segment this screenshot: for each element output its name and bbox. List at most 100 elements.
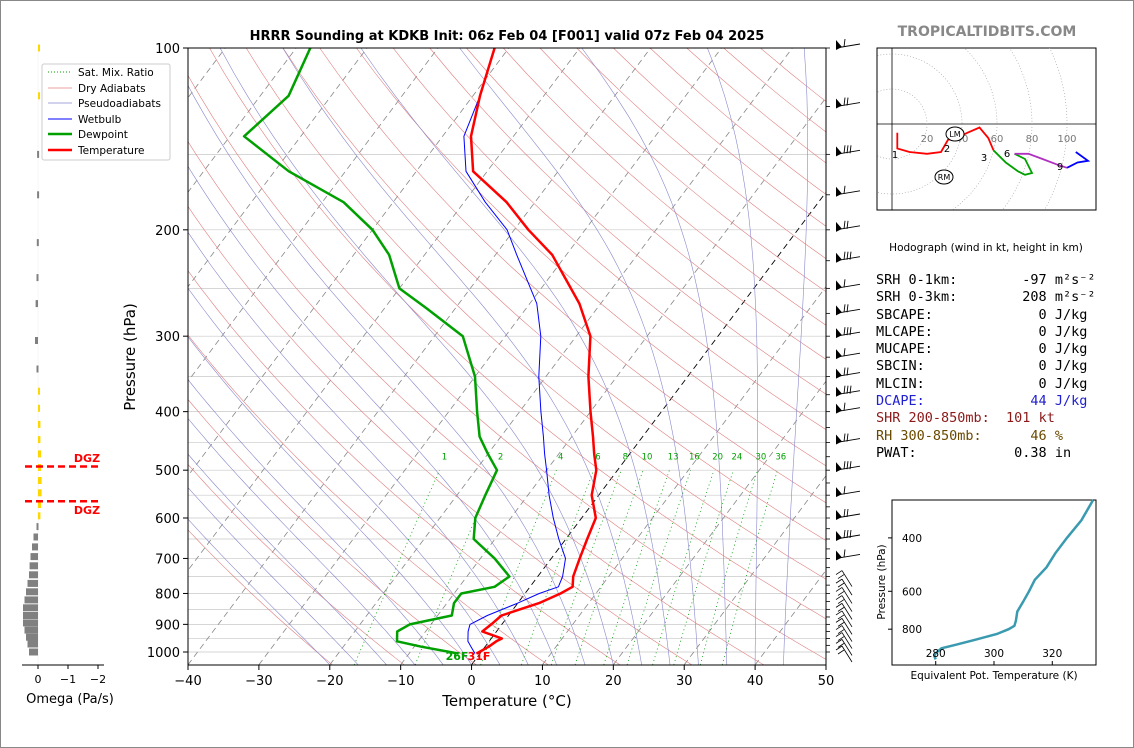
y-tick-label: 800 — [155, 587, 180, 602]
thetae-y-tick-label: 800 — [902, 624, 922, 636]
mixing-ratio-line — [574, 470, 644, 665]
y-tick-label: 200 — [155, 224, 180, 239]
chart-title: HRRR Sounding at KDKB Init: 06z Feb 04 [… — [250, 29, 765, 44]
moist-adiabat-line — [707, 48, 759, 665]
parameter-value: 0 — [997, 375, 1047, 392]
omega-panel: 0 −1 −2 — [22, 44, 106, 686]
parameter-row: PWAT: 0.38 in — [876, 445, 1095, 462]
wind-barb-icon — [835, 38, 861, 50]
mixing-ratio-label: 24 — [731, 452, 742, 462]
x-tick-label: −20 — [316, 674, 343, 689]
x-tick-label: 0 — [467, 674, 475, 689]
omega-bar — [26, 588, 38, 596]
parameter-unit: m²s⁻² — [1046, 289, 1096, 306]
x-tick-label: 10 — [534, 674, 551, 689]
omega-bar — [29, 571, 38, 579]
mixing-ratio-label: 30 — [755, 452, 766, 462]
wind-barb-icon — [835, 610, 853, 628]
skewt-frame — [187, 47, 827, 666]
isotherm-line — [188, 48, 368, 288]
parameter-value: 0 — [997, 306, 1047, 323]
moist-adiabat-line — [188, 336, 472, 665]
legend-wetbulb: Wetbulb — [78, 114, 122, 126]
omega-bar — [38, 501, 41, 508]
wind-barbs — [835, 38, 861, 663]
isotherm-line — [0, 48, 13, 665]
omega-bar — [37, 191, 40, 199]
omega-bar — [33, 533, 38, 541]
parameter-value: 44 — [997, 393, 1047, 410]
moist-adiabat-line — [188, 287, 501, 665]
y-tick-label: 300 — [155, 330, 180, 345]
parameter-label: SBCAPE: — [876, 306, 998, 323]
wind-barb-icon — [835, 145, 861, 157]
hodograph-ring-label: 100 — [1057, 134, 1076, 145]
dry-adiabat-line — [209, 48, 826, 620]
omega-bar — [24, 596, 38, 604]
dry-adiabat-line — [188, 205, 692, 665]
hodograph-ring — [877, 88, 928, 160]
omega-xlabel: Omega (Pa/s) — [26, 692, 114, 707]
parameter-unit: J/kg — [1046, 341, 1088, 358]
parameter-value: 208 — [997, 289, 1047, 306]
dry-adiabat-line — [188, 463, 405, 665]
hodograph-ring — [1002, 48, 1033, 210]
omega-bar — [30, 553, 38, 561]
moist-adiabat-line — [581, 48, 728, 665]
wind-barb-icon — [835, 632, 853, 649]
wind-barb-icon — [835, 367, 861, 379]
omega-bar — [24, 626, 38, 634]
omega-bar — [35, 300, 38, 308]
legend-temperature: Temperature — [77, 145, 145, 157]
dry-adiabat-line — [356, 48, 826, 467]
parameter-row: SBCAPE: 0 J/kg — [876, 307, 1095, 324]
moist-adiabat-line — [188, 487, 359, 665]
hodograph-ring — [1044, 48, 1068, 210]
mixing-ratio-line — [626, 470, 692, 665]
surface-dewpoint-label: 26F — [446, 650, 469, 663]
thetae-y-tick-label: 600 — [902, 586, 922, 598]
wind-barb-icon — [835, 486, 861, 498]
omega-tick-label: −2 — [90, 673, 106, 686]
parameter-label: DCAPE: — [876, 393, 998, 410]
parameter-row: MLCAPE: 0 J/kg — [876, 324, 1095, 341]
dry-adiabat-line — [188, 74, 826, 660]
skewt-axes: −40 −30 −20 −10 0 10 20 30 40 50 100 200 300 400 500 60… — [147, 42, 834, 689]
parameter-value: 0.38 — [997, 444, 1047, 461]
wind-barb-icon — [835, 97, 861, 109]
parameter-label: RH 300-850mb: — [876, 427, 998, 444]
hodograph-ring — [951, 48, 998, 210]
theta-e-line — [932, 499, 1095, 660]
hodograph-ring-label: 40 — [956, 134, 969, 145]
moist-adiabat-line — [282, 48, 642, 665]
x-tick-label: −30 — [245, 674, 272, 689]
y-tick-label: 100 — [155, 42, 180, 57]
wind-barb-icon — [835, 595, 853, 612]
parameter-label: SRH 0-3km: — [876, 289, 998, 306]
isotherm-line — [188, 48, 581, 571]
omega-tick-label: −1 — [60, 673, 76, 686]
hodograph-height-label: 1 — [892, 150, 898, 161]
mixing-ratio-line — [353, 470, 440, 665]
omega-bar — [38, 44, 40, 52]
wind-barb-icon — [835, 639, 853, 656]
parameter-row: SHR 200-850mb: 101 kt — [876, 410, 1095, 427]
dry-adiabat-line — [466, 48, 826, 360]
parameter-value: 0 — [997, 323, 1047, 340]
wind-barb-icon — [835, 570, 853, 587]
skewt-series — [242, 48, 598, 655]
wind-barb-icon — [835, 461, 861, 473]
parameter-unit: % — [1046, 427, 1063, 444]
hodograph-trace — [1014, 152, 1068, 169]
y-tick-label: 700 — [155, 552, 180, 567]
parameter-row: MLCIN: 0 J/kg — [876, 376, 1095, 393]
wind-barb-icon — [835, 279, 861, 291]
hodograph-frame — [876, 47, 1097, 211]
isotherm-line — [188, 48, 651, 665]
wind-barb-icon — [835, 625, 853, 642]
brand-watermark: TROPICALTIDBITS.COM — [898, 24, 1077, 40]
mixing-ratio-line — [603, 470, 670, 665]
wind-barb-icon — [835, 185, 861, 197]
parameters-table: SRH 0-1km: -97 m²s⁻² SRH 0-3km: 208 m²s⁻²… — [876, 272, 1095, 462]
parameter-row: DCAPE: 44 J/kg — [876, 393, 1095, 410]
